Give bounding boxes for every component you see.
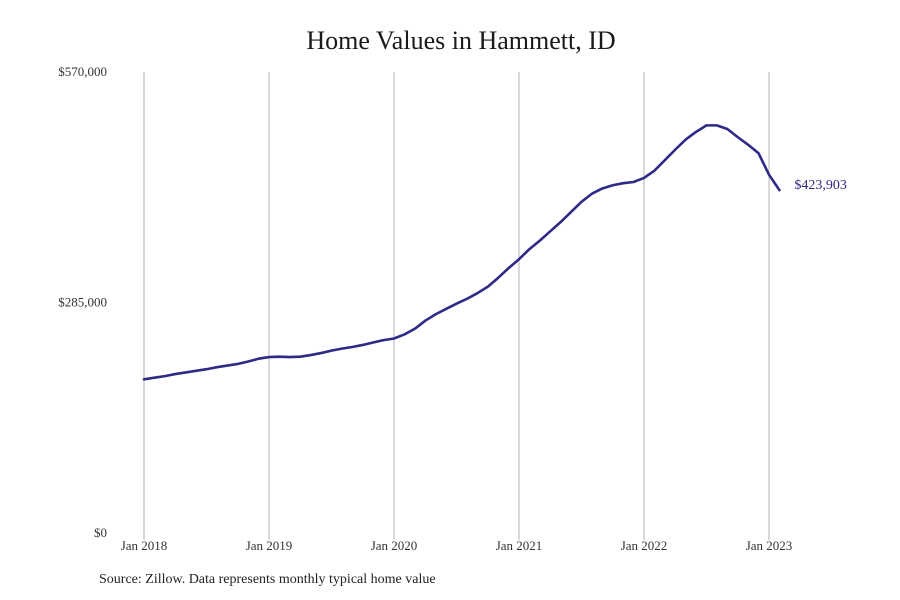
y-axis-tick-labels: $0 $285,000 $570,000 <box>58 64 107 540</box>
x-tick-label: Jan 2023 <box>746 538 793 553</box>
source-note: Source: Zillow. Data represents monthly … <box>99 572 436 587</box>
end-value-label: $423,903 <box>794 178 847 193</box>
home-value-series <box>142 124 781 381</box>
x-tick-label: Jan 2018 <box>121 538 168 553</box>
x-tick-label: Jan 2021 <box>496 538 543 553</box>
x-tick-label: Jan 2019 <box>246 538 293 553</box>
end-value-annotation: $423,903 <box>794 178 847 193</box>
vertical-gridlines <box>143 72 770 540</box>
y-tick-label: $570,000 <box>58 64 107 79</box>
x-axis-tick-labels: Jan 2018 Jan 2019 Jan 2020 Jan 2021 Jan 2022… <box>121 538 793 553</box>
x-tick-label: Jan 2022 <box>621 538 668 553</box>
y-tick-label: $285,000 <box>58 295 107 310</box>
series-line <box>142 124 781 381</box>
x-tick-label: Jan 2020 <box>371 538 418 553</box>
y-tick-label: $0 <box>94 525 107 540</box>
chart-title: Home Values in Hammett, ID <box>306 26 616 55</box>
